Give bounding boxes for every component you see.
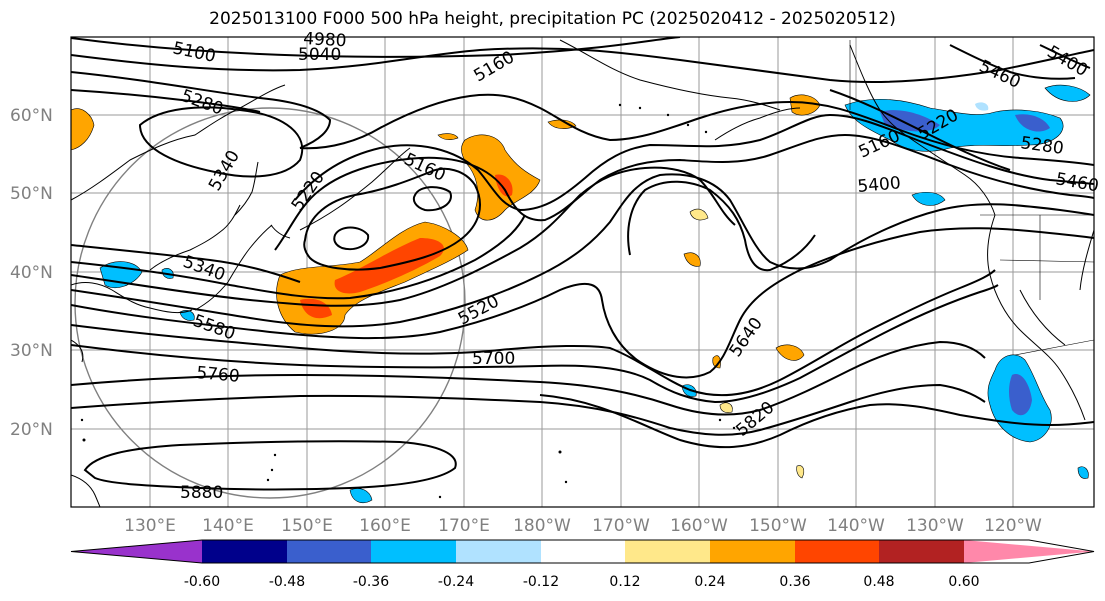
colorbar: [70, 539, 1095, 564]
lon-label: 160°E: [359, 516, 411, 536]
colorbar-segment: [964, 540, 1094, 563]
contour-label: 5700: [472, 349, 515, 369]
contour-label: 5040: [298, 45, 341, 65]
colorbar-segment: [71, 540, 202, 563]
island-markers: [80, 103, 736, 499]
colorbar-tick-label: -0.60: [184, 574, 220, 590]
lon-label: 170°W: [592, 516, 650, 536]
map-frame: [70, 36, 1095, 508]
lat-label: 40°N: [10, 263, 53, 283]
lon-label: 140°W: [827, 516, 885, 536]
lon-label: 130°E: [124, 516, 176, 536]
lon-label: 150°E: [281, 516, 333, 536]
colorbar-tick-label: -0.48: [269, 574, 305, 590]
colorbar-segment: [371, 540, 456, 563]
colorbar-segment: [625, 540, 710, 563]
map-title: 2025013100 F000 500 hPa height, precipit…: [209, 9, 896, 29]
colorbar-tick-label: 0.36: [779, 574, 810, 590]
lat-label: 20°N: [10, 420, 53, 440]
colorbar-segment: [287, 540, 371, 563]
contour-label: 5400: [857, 173, 902, 197]
lon-label: 120°W: [984, 516, 1042, 536]
colorbar-tick-label: 0.12: [609, 574, 640, 590]
colorbar-segment: [879, 540, 964, 563]
colorbar-tick-label: 0.24: [694, 574, 725, 590]
contour-label: 4980: [303, 29, 347, 51]
lon-label: 140°E: [202, 516, 254, 536]
colorbar-segment: [795, 540, 879, 563]
lon-label: 170°E: [438, 516, 490, 536]
lon-label: 130°W: [906, 516, 964, 536]
lat-label: 30°N: [10, 341, 53, 361]
latitude-labels: 60°N 50°N 40°N 30°N 20°N: [10, 106, 53, 440]
colorbar-tick-label: -0.24: [438, 574, 474, 590]
height-contours: [71, 37, 1094, 491]
lon-label: 160°W: [670, 516, 728, 536]
reference-circle: [74, 107, 466, 499]
colorbar-segment: [541, 540, 625, 563]
colorbar-tick-label: 0.48: [863, 574, 894, 590]
lon-label: 150°W: [749, 516, 807, 536]
colorbar-segment: [710, 540, 795, 563]
colorbar-segment: [456, 540, 541, 563]
colorbar-tick-label: -0.36: [353, 574, 389, 590]
lat-label: 60°N: [10, 106, 53, 126]
colorbar-tick-label: 0.60: [948, 574, 979, 590]
lat-label: 50°N: [10, 184, 53, 204]
contour-label: 5760: [196, 363, 241, 387]
colorbar-tick-label: -0.12: [523, 574, 559, 590]
lon-label: 180°W: [513, 516, 571, 536]
contour-label: 5880: [180, 483, 223, 503]
colorbar-segment: [202, 540, 287, 563]
colorbar-tick-labels: -0.60 -0.48 -0.36 -0.24 -0.12 0.12 0.24 …: [184, 574, 980, 590]
longitude-labels: 130°E 140°E 150°E 160°E 170°E 180°W 170°…: [124, 516, 1042, 536]
colorbar-outline: [70, 539, 1095, 564]
